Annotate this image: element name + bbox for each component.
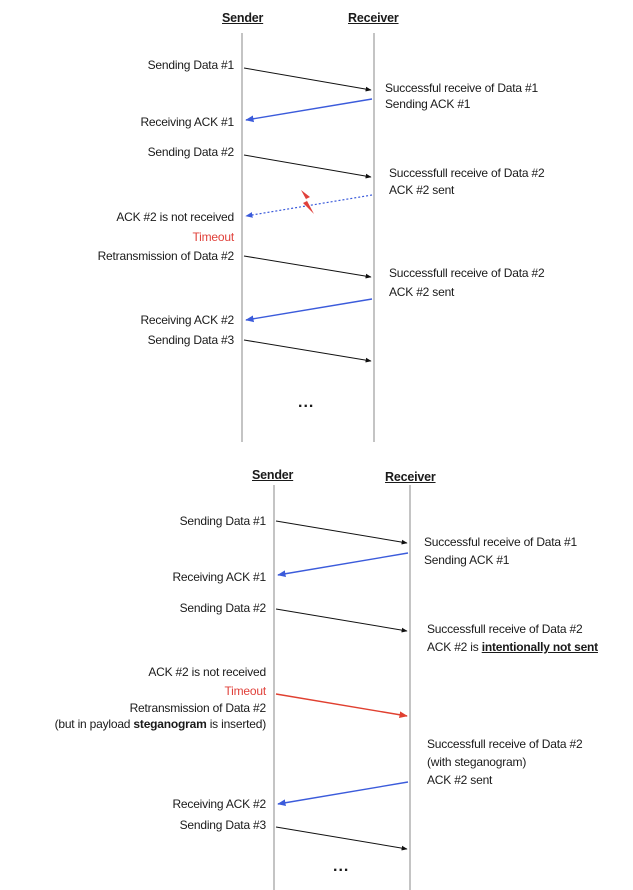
top-arrow-retransmit	[243, 255, 372, 279]
bottom-arrow-data3	[275, 826, 408, 851]
top-label-timeout: Timeout	[192, 230, 234, 244]
bottom-label-s5b-emphasis: steganogram	[133, 717, 207, 731]
bottom-label-r3b: (with steganogram)	[427, 755, 527, 769]
top-label-s3: Sending Data #2	[147, 145, 235, 159]
top-arrow-data1	[243, 67, 372, 92]
bottom-label-r2a: Successfull receive of Data #2	[427, 622, 583, 636]
bottom-label-r3a: Successfull receive of Data #2	[427, 737, 583, 751]
lightning-icon	[301, 190, 314, 214]
bottom-arrow-ack2	[277, 781, 409, 807]
top-label-s6: Receiving ACK #2	[140, 313, 234, 327]
top-arrow-ack2	[245, 298, 373, 323]
bottom-label-s6: Receiving ACK #2	[172, 797, 266, 811]
bottom-label-s5: Retransmission of Data #2	[129, 701, 267, 715]
top-label-s4: ACK #2 is not received	[116, 210, 234, 224]
top-label-r2a: Successfull receive of Data #2	[389, 166, 545, 180]
bottom-label-s2: Receiving ACK #1	[172, 570, 266, 584]
top-label-r2b: ACK #2 sent	[389, 183, 455, 197]
bottom-label-r3c: ACK #2 sent	[427, 773, 493, 787]
bottom-label-timeout: Timeout	[224, 684, 266, 698]
top-label-s1: Sending Data #1	[147, 58, 235, 72]
top-sender-header: Sender	[222, 11, 264, 25]
bottom-label-s5b-prefix: (but in payload	[54, 717, 134, 731]
bottom-ellipsis: ...	[333, 858, 350, 875]
bottom-label-s7: Sending Data #3	[179, 818, 267, 832]
bottom-label-r1b: Sending ACK #1	[424, 553, 510, 567]
bottom-sender-header: Sender	[252, 468, 294, 482]
bottom-label-s4: ACK #2 is not received	[148, 665, 266, 679]
bottom-receiver-header: Receiver	[385, 470, 436, 484]
top-label-r1b: Sending ACK #1	[385, 97, 471, 111]
top-label-r3b: ACK #2 sent	[389, 285, 455, 299]
top-arrow-data3	[243, 339, 372, 363]
top-receiver-header: Receiver	[348, 11, 399, 25]
bottom-label-s3: Sending Data #2	[179, 601, 267, 615]
bottom-label-r2b-prefix: ACK #2 is	[427, 640, 482, 654]
bottom-label-s5b-suffix: is inserted)	[206, 717, 266, 731]
top-arrow-ack2-lost	[245, 194, 373, 218]
bottom-arrow-ack1	[277, 552, 409, 578]
top-label-r1a: Successful receive of Data #1	[385, 81, 538, 95]
bottom-label-s1: Sending Data #1	[179, 514, 267, 528]
bottom-label-r2b: ACK #2 is intentionally not sent	[427, 640, 598, 654]
bottom-arrow-data2	[275, 608, 408, 633]
top-label-s5: Retransmission of Data #2	[97, 249, 235, 263]
top-ellipsis: ...	[298, 394, 315, 411]
top-label-r3a: Successfull receive of Data #2	[389, 266, 545, 280]
bottom-label-r1a: Successful receive of Data #1	[424, 535, 577, 549]
bottom-label-s5b: (but in payload steganogram is inserted)	[54, 717, 267, 731]
top-label-s7: Sending Data #3	[147, 333, 235, 347]
top-label-s2: Receiving ACK #1	[140, 115, 234, 129]
top-arrow-data2	[243, 154, 372, 179]
bottom-label-r2b-emphasis: intentionally not sent	[481, 640, 598, 654]
bottom-arrow-retransmit-steg	[275, 693, 408, 719]
top-arrow-ack1	[245, 98, 373, 123]
bottom-arrow-data1	[275, 520, 408, 545]
